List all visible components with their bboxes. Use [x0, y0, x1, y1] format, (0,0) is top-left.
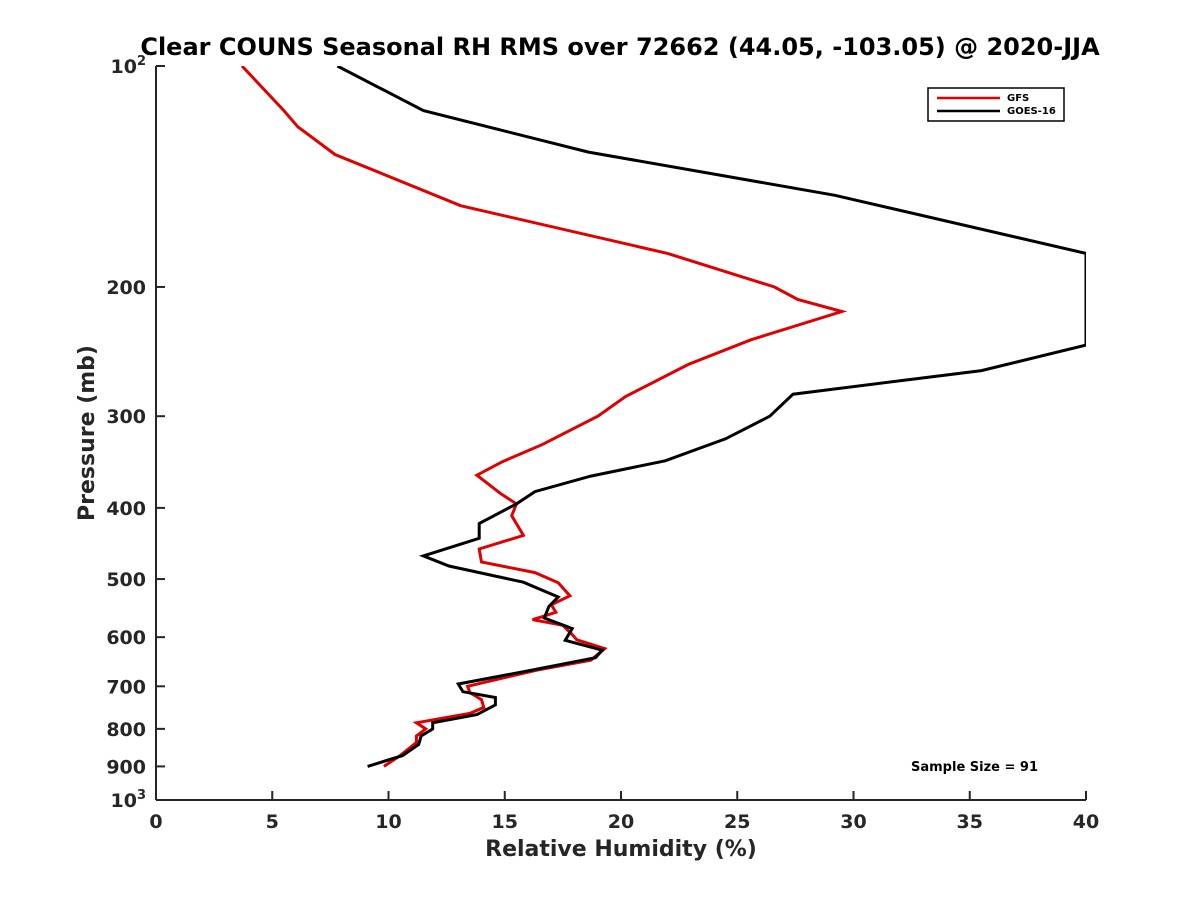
series-layer: [240, 66, 1086, 768]
x-tick-label: 5: [266, 811, 279, 833]
x-tick-label: 10: [375, 811, 401, 833]
y-tick-label: 102: [111, 54, 147, 78]
y-axis-label: Pressure (mb): [75, 345, 100, 521]
x-tick-label: 35: [957, 811, 983, 833]
x-tick-label: 25: [724, 811, 750, 833]
y-tick-label: 700: [106, 676, 146, 698]
x-tick-label: 40: [1073, 811, 1099, 833]
series-line-goes-16: [336, 66, 1086, 768]
x-tick-label: 20: [608, 811, 634, 833]
x-axis-label: Relative Humidity (%): [485, 837, 757, 862]
y-tick-label: 300: [106, 406, 146, 428]
x-tick-label: 0: [149, 811, 162, 833]
legend-label-gfs: GFS: [1007, 93, 1029, 104]
legend-label-goes-16: GOES-16: [1007, 106, 1056, 117]
x-tick-label: 15: [492, 811, 518, 833]
sample-size-annotation: Sample Size = 91: [911, 760, 1038, 775]
y-tick-label: 600: [106, 627, 146, 649]
legend: GFS GOES-16: [927, 87, 1065, 122]
y-tick-label: 200: [106, 277, 146, 299]
legend-box: [927, 87, 1065, 122]
y-tick-label: 400: [106, 498, 146, 520]
y-tick-label: 900: [106, 756, 146, 778]
chart-title: Clear COUNS Seasonal RH RMS over 72662 (…: [140, 33, 1100, 61]
y-tick-label: 800: [106, 719, 146, 741]
y-tick-label: 103: [111, 788, 147, 812]
series-line-gfs: [240, 66, 848, 768]
y-tick-label: 500: [106, 569, 146, 591]
x-tick-label: 30: [840, 811, 866, 833]
x-ticks: 0 5 10 15 20 25 30 35 40: [149, 791, 1099, 833]
y-ticks: 102 200 300 400 500 600 700 800 900 103: [106, 54, 165, 812]
